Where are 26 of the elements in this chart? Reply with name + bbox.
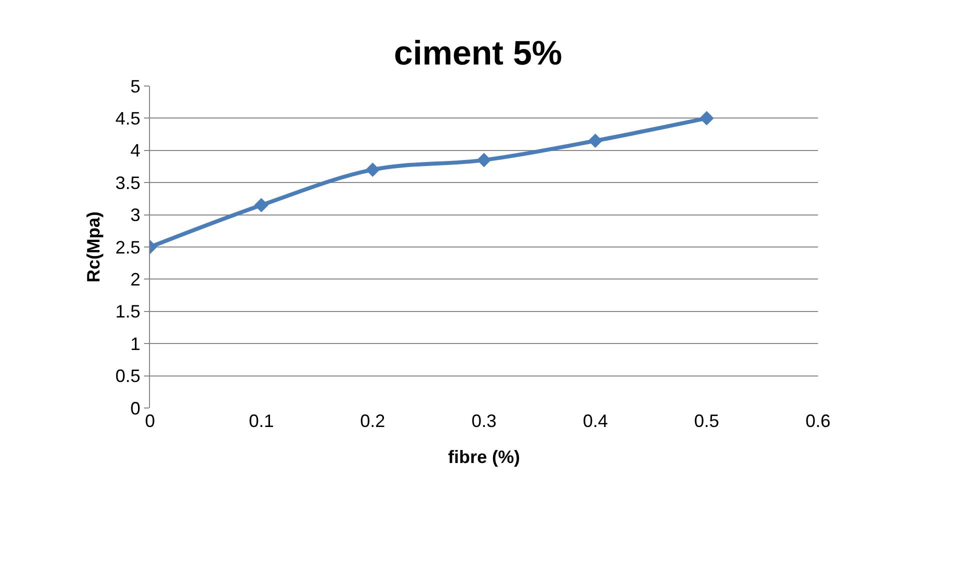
y-tick-label: 0 (130, 398, 140, 418)
x-tick-label: 0.5 (694, 411, 720, 431)
y-tick-label: 4 (130, 140, 140, 161)
point (366, 162, 380, 177)
chart-title: ciment 5% (394, 34, 562, 72)
y-tick-label: 5 (130, 76, 140, 96)
x-tick-label: 0.6 (805, 411, 831, 431)
x-tick-label: 0 (144, 411, 156, 431)
point (700, 111, 714, 126)
point (588, 134, 602, 148)
x-tick-label: 0.4 (582, 411, 608, 431)
point (476, 152, 492, 168)
y-tick-label: 1.5 (115, 302, 140, 322)
y-tick-label: 1 (130, 334, 140, 354)
y-axis-title: Rc(Mpa) (84, 211, 104, 282)
y-tick-label: 3 (130, 205, 140, 226)
x-tick-label: 0.3 (471, 411, 497, 431)
y-tick-label: 3.5 (115, 172, 140, 193)
x-axis-title: fibre (%) (448, 447, 520, 468)
point (254, 198, 268, 212)
y-tick-label: 2.5 (115, 237, 140, 258)
y-tick-label: 2 (130, 270, 140, 290)
x-tick-label: 0.1 (248, 411, 274, 431)
y-tick-label: 0.5 (115, 366, 140, 386)
x-tick-label: 0.2 (360, 411, 386, 431)
y-tick-label: 4.5 (115, 108, 140, 128)
